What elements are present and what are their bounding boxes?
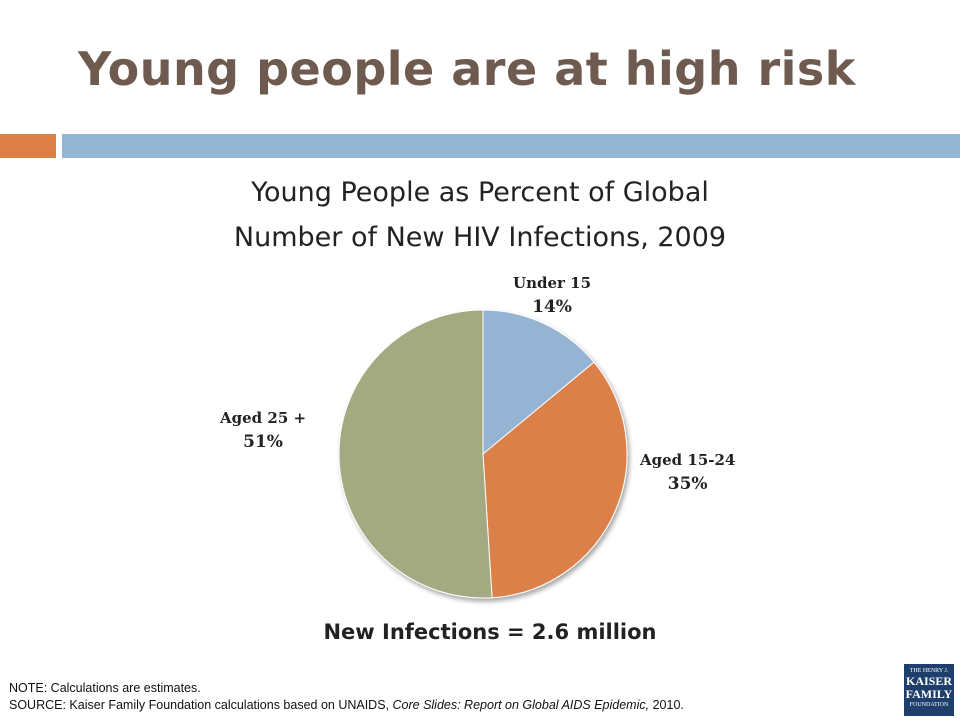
accent-bar-orange xyxy=(0,134,56,158)
logo-line: FAMILY xyxy=(905,687,953,701)
logo-line: KAISER xyxy=(905,674,952,688)
chart-footer-total: New Infections = 2.6 million xyxy=(323,620,657,644)
source-text: SOURCE: Kaiser Family Foundation calcula… xyxy=(9,697,684,714)
logo-line: THE HENRY J. xyxy=(909,668,949,674)
slice-name: Aged 15-24 xyxy=(640,451,736,469)
slice-percent: 35% xyxy=(667,474,708,494)
chart-title-line-1: Young People as Percent of Global xyxy=(251,177,709,208)
source-suffix: 2010. xyxy=(649,698,684,712)
source-title: Core Slides: Report on Global AIDS Epide… xyxy=(392,698,650,712)
pie-slice-aged-25 xyxy=(338,309,493,599)
source-prefix: SOURCE: Kaiser Family Foundation calcula… xyxy=(9,698,393,712)
slice-percent: 14% xyxy=(532,297,572,317)
footnote: NOTE: Calculations are estimates. SOURCE… xyxy=(9,680,684,714)
slice-label-aged-15-24: Aged 15-24 35% xyxy=(640,449,735,497)
slice-name: Under 15 xyxy=(513,274,592,292)
pie-slice-aged-15-24 xyxy=(482,361,628,599)
slice-name: Aged 25 + xyxy=(220,409,307,427)
kaiser-family-logo: THE HENRY J. KAISER FAMILY FOUNDATION xyxy=(904,664,954,716)
slice-percent: 51% xyxy=(243,432,283,452)
slice-label-under-15: Under 15 14% xyxy=(513,272,591,320)
logo-line: FOUNDATION xyxy=(909,702,949,708)
pie-slice-under-15 xyxy=(482,309,595,456)
accent-bar-blue xyxy=(62,134,960,158)
slice-label-aged-25-plus: Aged 25 + 51% xyxy=(220,407,306,455)
slide-title: Young people are at high risk xyxy=(78,42,856,96)
note-text: NOTE: Calculations are estimates. xyxy=(9,681,201,695)
chart-title-line-2: Number of New HIV Infections, 2009 xyxy=(233,222,727,253)
chart-title: Young People as Percent of Global Number… xyxy=(150,170,810,260)
